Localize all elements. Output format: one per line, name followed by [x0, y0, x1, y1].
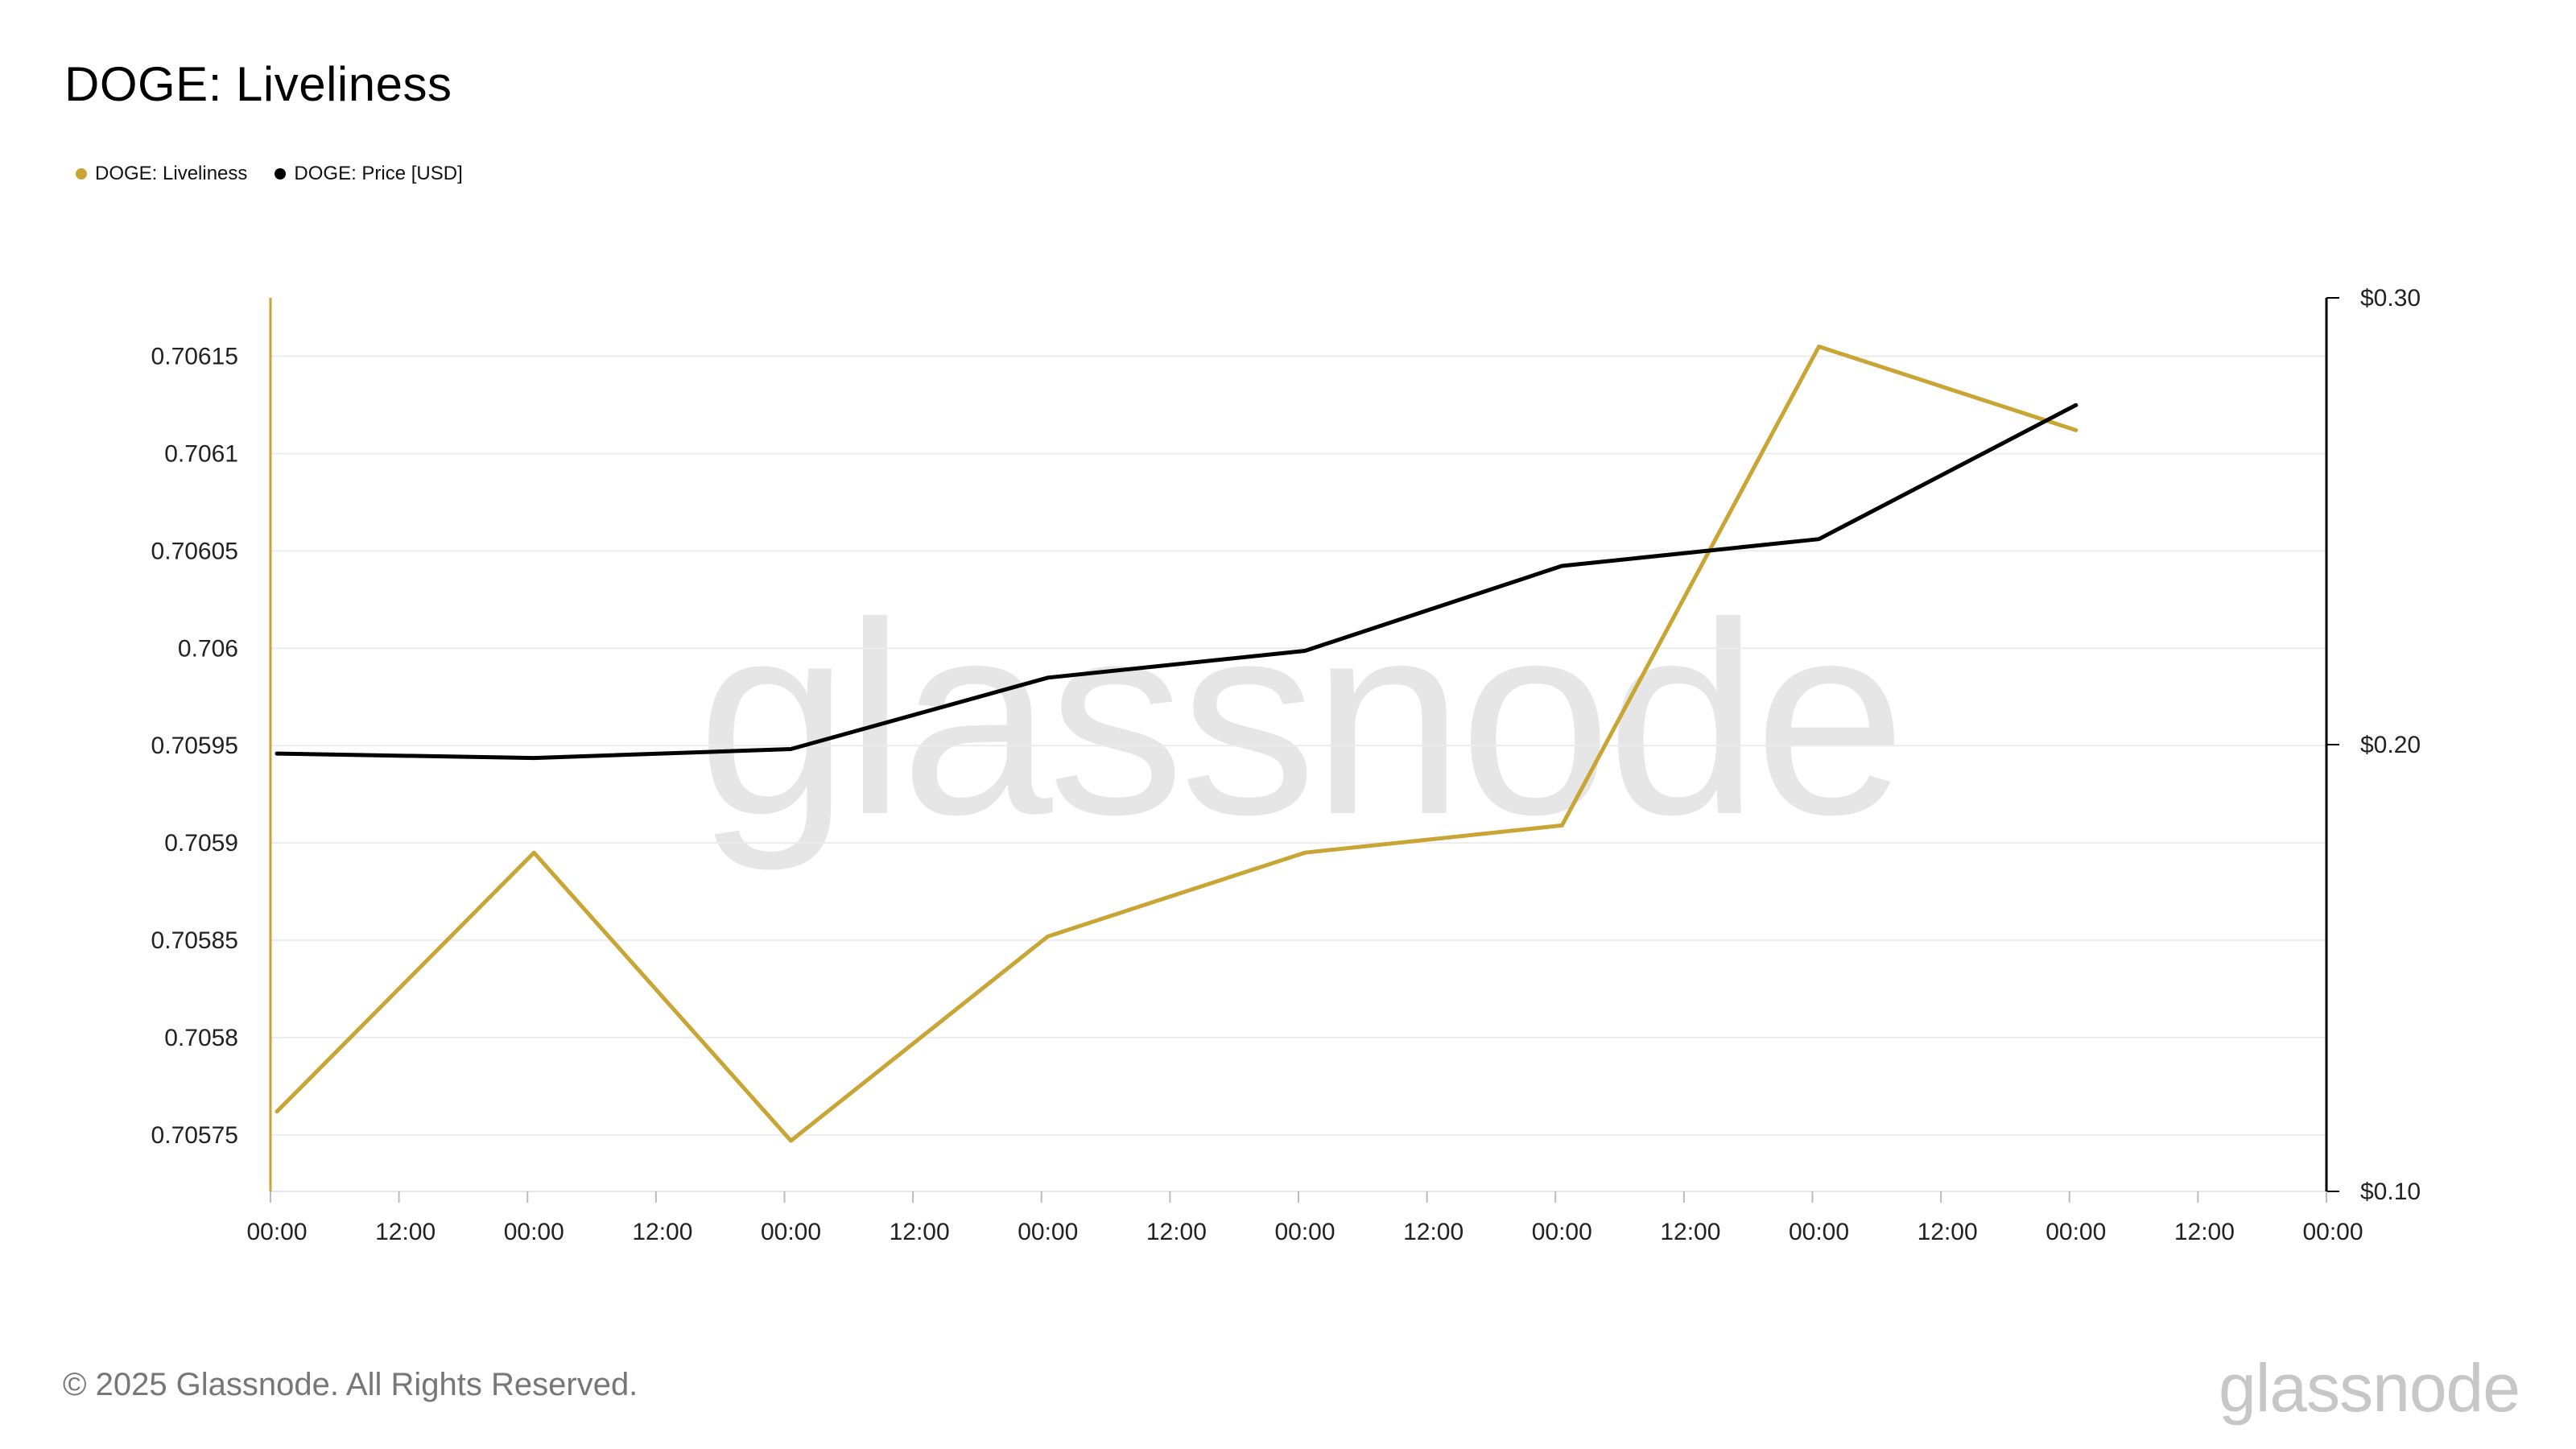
x-tick-label-3: 12:00 — [632, 1219, 692, 1245]
x-tick-label-7: 12:00 — [1146, 1219, 1207, 1245]
series-line-price — [275, 402, 2079, 761]
y-left-tick-label-4: 0.70595 — [151, 733, 238, 759]
x-tick-label-8: 00:00 — [1274, 1219, 1335, 1245]
x-tick-label-6: 00:00 — [1018, 1219, 1078, 1245]
y-left-tick-label-0: 0.70615 — [151, 344, 238, 370]
x-tick-label-0: 00:00 — [246, 1219, 307, 1245]
legend-item-liveliness[interactable]: DOGE: Liveliness — [76, 163, 247, 185]
y-left-tick-label-5: 0.7059 — [164, 830, 238, 857]
x-tick-label-11: 12:00 — [1660, 1219, 1720, 1245]
y-left-tick-label-7: 0.7058 — [164, 1025, 238, 1051]
x-tick-label-9: 12:00 — [1403, 1219, 1463, 1245]
legend-dot-price — [275, 168, 287, 180]
x-tick-label-12: 00:00 — [1789, 1219, 1849, 1245]
y-right-tick-label-1: $0.20 — [2360, 732, 2421, 758]
tick-labels: 0.70615 0.7061 0.70605 0.706 0.70595 0.7059 0.… — [151, 285, 2421, 1245]
x-tick-label-1: 12:00 — [375, 1219, 436, 1245]
x-tick-label-16: 00:00 — [2302, 1219, 2363, 1245]
chart-title: DOGE: Liveliness — [64, 57, 452, 111]
x-tick-label-15: 12:00 — [2174, 1219, 2235, 1245]
y-left-tick-label-8: 0.70575 — [151, 1122, 238, 1149]
y-left-tick-label-3: 0.706 — [178, 635, 238, 662]
footer-logo: glassnode — [2219, 1350, 2520, 1426]
series-line-liveliness — [275, 345, 2079, 1143]
x-tick-label-2: 00:00 — [504, 1219, 564, 1245]
x-tick-label-4: 00:00 — [761, 1219, 821, 1245]
axes — [269, 297, 2339, 1203]
footer-copyright: © 2025 Glassnode. All Rights Reserved. — [63, 1367, 638, 1402]
watermark-text: glassnode — [697, 566, 1901, 873]
legend-label-liveliness: DOGE: Liveliness — [95, 163, 248, 184]
legend-dot-liveliness — [76, 168, 87, 180]
y-right-tick-label-2: $0.10 — [2360, 1179, 2421, 1205]
y-left-tick-label-6: 0.70585 — [151, 927, 238, 954]
x-tick-label-14: 00:00 — [2046, 1219, 2106, 1245]
x-tick-label-5: 12:00 — [890, 1219, 950, 1245]
legend-item-price[interactable]: DOGE: Price [USD] — [275, 163, 463, 185]
legend: DOGE: Liveliness DOGE: Price [USD] — [76, 163, 463, 185]
y-left-tick-label-1: 0.7061 — [164, 440, 238, 467]
x-tick-label-10: 00:00 — [1532, 1219, 1592, 1245]
series-lines — [275, 345, 2079, 1143]
legend-label-price: DOGE: Price [USD] — [294, 163, 463, 184]
y-left-tick-label-2: 0.70605 — [151, 538, 238, 564]
y-right-tick-label-0: $0.30 — [2360, 285, 2421, 312]
x-tick-label-13: 12:00 — [1918, 1219, 1978, 1245]
